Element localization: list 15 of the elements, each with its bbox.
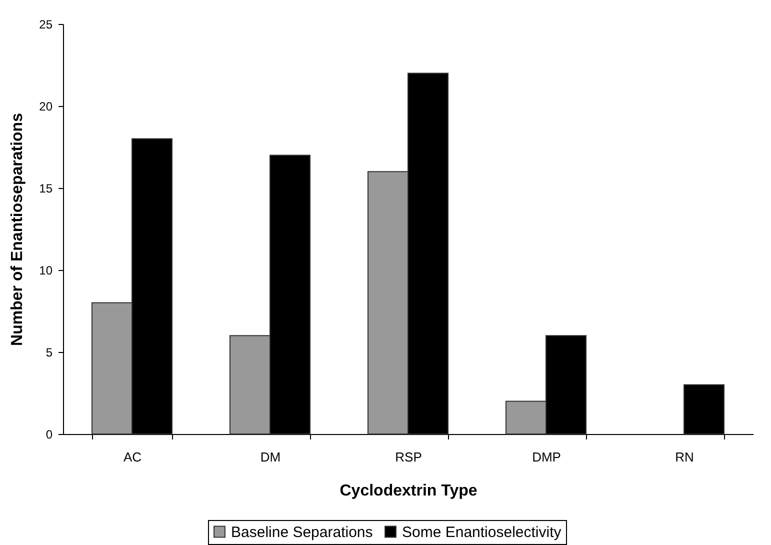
y-tick-label: 5 [46,346,53,360]
y-axis-title: Number of Enantioseparations [9,112,26,346]
y-tick-label: 20 [39,100,53,114]
y-tick-label: 15 [39,182,53,196]
x-tick-label: DM [260,450,281,464]
y-tick-label: 0 [46,428,53,442]
y-tick-label: 10 [39,264,53,278]
legend-label: Some Enantioselectivity [402,524,562,541]
y-tick-label: 25 [39,18,53,32]
x-tick-label: DMP [532,450,561,464]
x-tick-label: RSP [395,450,422,464]
legend-label: Baseline Separations [231,524,373,541]
x-tick-label: AC [123,450,142,464]
x-tick-label: RN [675,450,694,464]
x-axis-title: Cyclodextrin Type [340,482,478,500]
